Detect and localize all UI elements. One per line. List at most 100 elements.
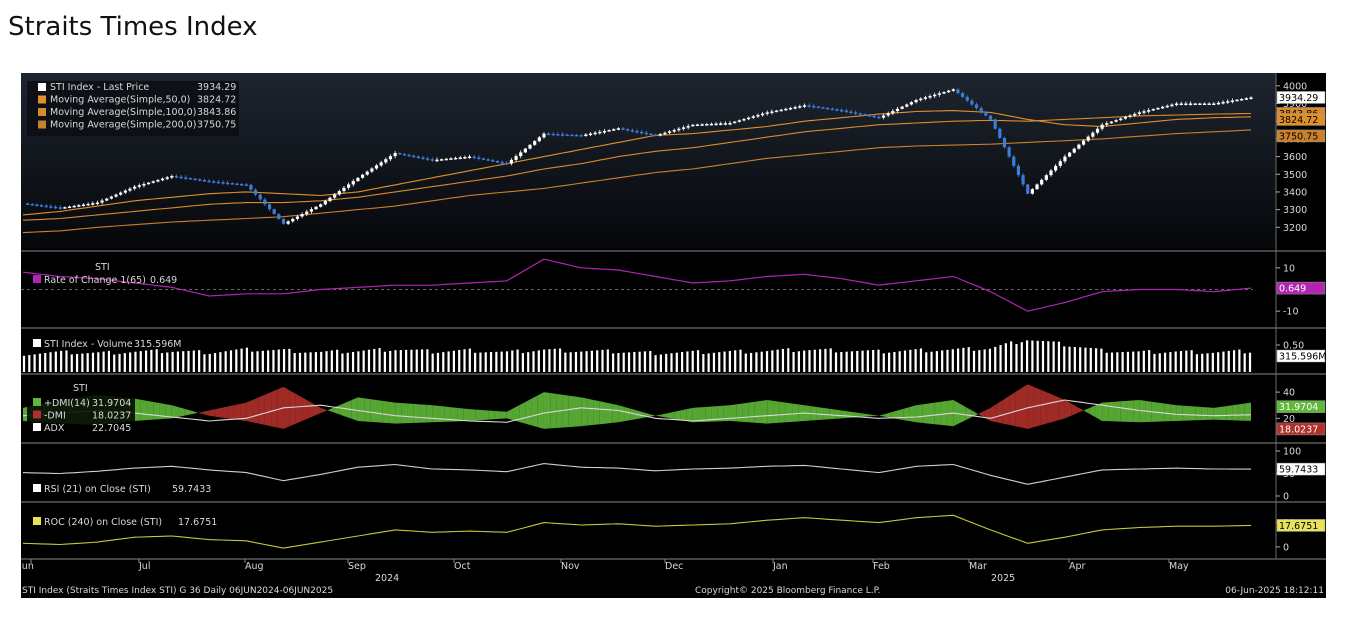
dmi-plus-area [866,413,873,417]
volume-bar [479,352,482,372]
candle-down [854,112,858,114]
candle-down [267,204,272,210]
dmi-plus-area [612,403,619,423]
candle-down [965,96,969,101]
volume-bar [394,350,397,372]
volume-bar [251,351,254,372]
price-y-tick: 3600 [1283,152,1307,163]
volume-bar [1031,340,1034,372]
candle-up [1049,170,1053,176]
volume-bar [208,353,211,372]
volume-bar [60,350,63,372]
volume-bar [107,350,111,372]
candle-up [1147,110,1151,112]
dmi-plus-area [730,404,737,422]
candle-up [444,158,448,161]
candle-up [723,123,727,125]
candle-up [798,106,802,108]
volume-bar [1126,351,1130,372]
volume-bar [160,353,164,372]
volume-bar [261,350,264,372]
volume-bar [44,352,47,372]
candle-down [244,184,248,186]
candle-down [556,134,560,136]
candle-up [342,187,346,192]
volume-bar [638,351,641,372]
volume-bar [150,349,153,372]
volume-bar [144,350,148,372]
dmi-minus-area [196,411,203,414]
roc240-line [22,514,1252,549]
dmi-plus-area [364,398,371,422]
candle-up [146,182,151,185]
x-year-label: 2024 [375,573,399,584]
dmi-plus-area [686,407,693,423]
candle-down [635,130,639,133]
dmi-plus-area [178,406,185,418]
candle-up [1202,103,1207,106]
dmi-plus-area [543,392,551,429]
candle-down [974,104,979,109]
volume-bar [474,352,477,372]
x-month-label: Mar [969,561,987,572]
candle-up [598,131,602,134]
volume-bar [139,351,142,372]
candle-up [788,107,793,110]
candle-up [519,152,523,157]
dmi-plus-area [1102,402,1109,422]
volume-bar [728,350,731,372]
candle-up [1077,144,1081,149]
candle-down [1002,138,1007,148]
candle-up [747,117,751,120]
volume-bar [574,351,578,372]
dmi-plus-area [742,402,749,423]
volume-bar [436,352,440,372]
dmi-plus-area [599,401,606,425]
dmi-plus-area [922,403,929,424]
candle-up [1188,103,1193,106]
dmi-plus-area [748,401,755,423]
dmi-plus-area [829,408,836,420]
volume-bar [288,348,291,372]
volume-bar [723,351,726,372]
dmi-y-tick: 40 [1283,388,1295,399]
dmi-plus-area [1244,402,1251,421]
candle-up [1216,102,1221,105]
price-legend-value: 3843.86 [197,107,236,118]
price-legend-label: Moving Average(Simple,50,0) [50,95,190,106]
dmi-minus-area [984,407,991,421]
dmi-plus-area [147,400,154,421]
volume-bar [893,351,896,372]
volume-bar [198,350,201,372]
dmi-plus-area [512,405,520,422]
candle-up [588,133,593,136]
candle-up [602,130,607,133]
candle-up [1123,117,1128,119]
x-month-label: Dec [665,561,683,572]
candle-up [1170,104,1174,107]
candle-up [393,153,397,157]
volume-bar [75,353,79,372]
volume-tag: 315.596M [1279,352,1326,363]
dmi-plus-area [674,410,681,421]
candle-up [119,192,123,195]
candle-up [1212,103,1216,106]
volume-bar [468,348,471,372]
volume-bar [65,350,68,372]
candle-up [742,119,746,121]
volume-bar [983,349,986,372]
candle-up [165,177,169,179]
volume-bar [463,349,466,372]
candle-up [1072,148,1076,153]
dmi-plus-area [444,406,451,422]
candle-up [1063,156,1067,162]
dmi-plus-area [494,410,501,420]
candle-down [53,206,58,209]
dmi-plus-area [1164,403,1171,422]
dmi-plus-area [171,405,179,419]
dmi-plus-area [630,408,637,421]
volume-bar [240,348,243,372]
candle-up [933,94,937,97]
roc240-legend-box [27,514,215,527]
candle-up [593,132,597,135]
